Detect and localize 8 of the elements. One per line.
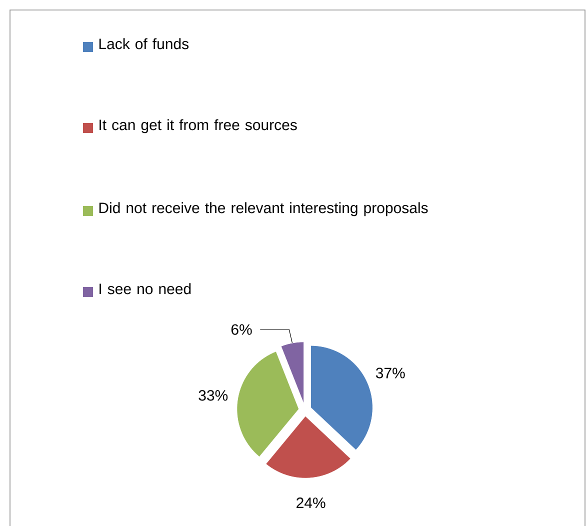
data-label: 33% <box>198 390 228 401</box>
data-label: 24% <box>296 498 326 508</box>
legend-label: I see no need <box>100 283 191 294</box>
legend-label: It can get it from free sources <box>100 119 297 134</box>
data-label: 6% <box>231 324 252 335</box>
legend-label: Did not receive the relevant interesting proposals <box>99 202 428 216</box>
legend-label: Lack of funds <box>99 38 189 50</box>
data-label: 37% <box>376 368 405 378</box>
